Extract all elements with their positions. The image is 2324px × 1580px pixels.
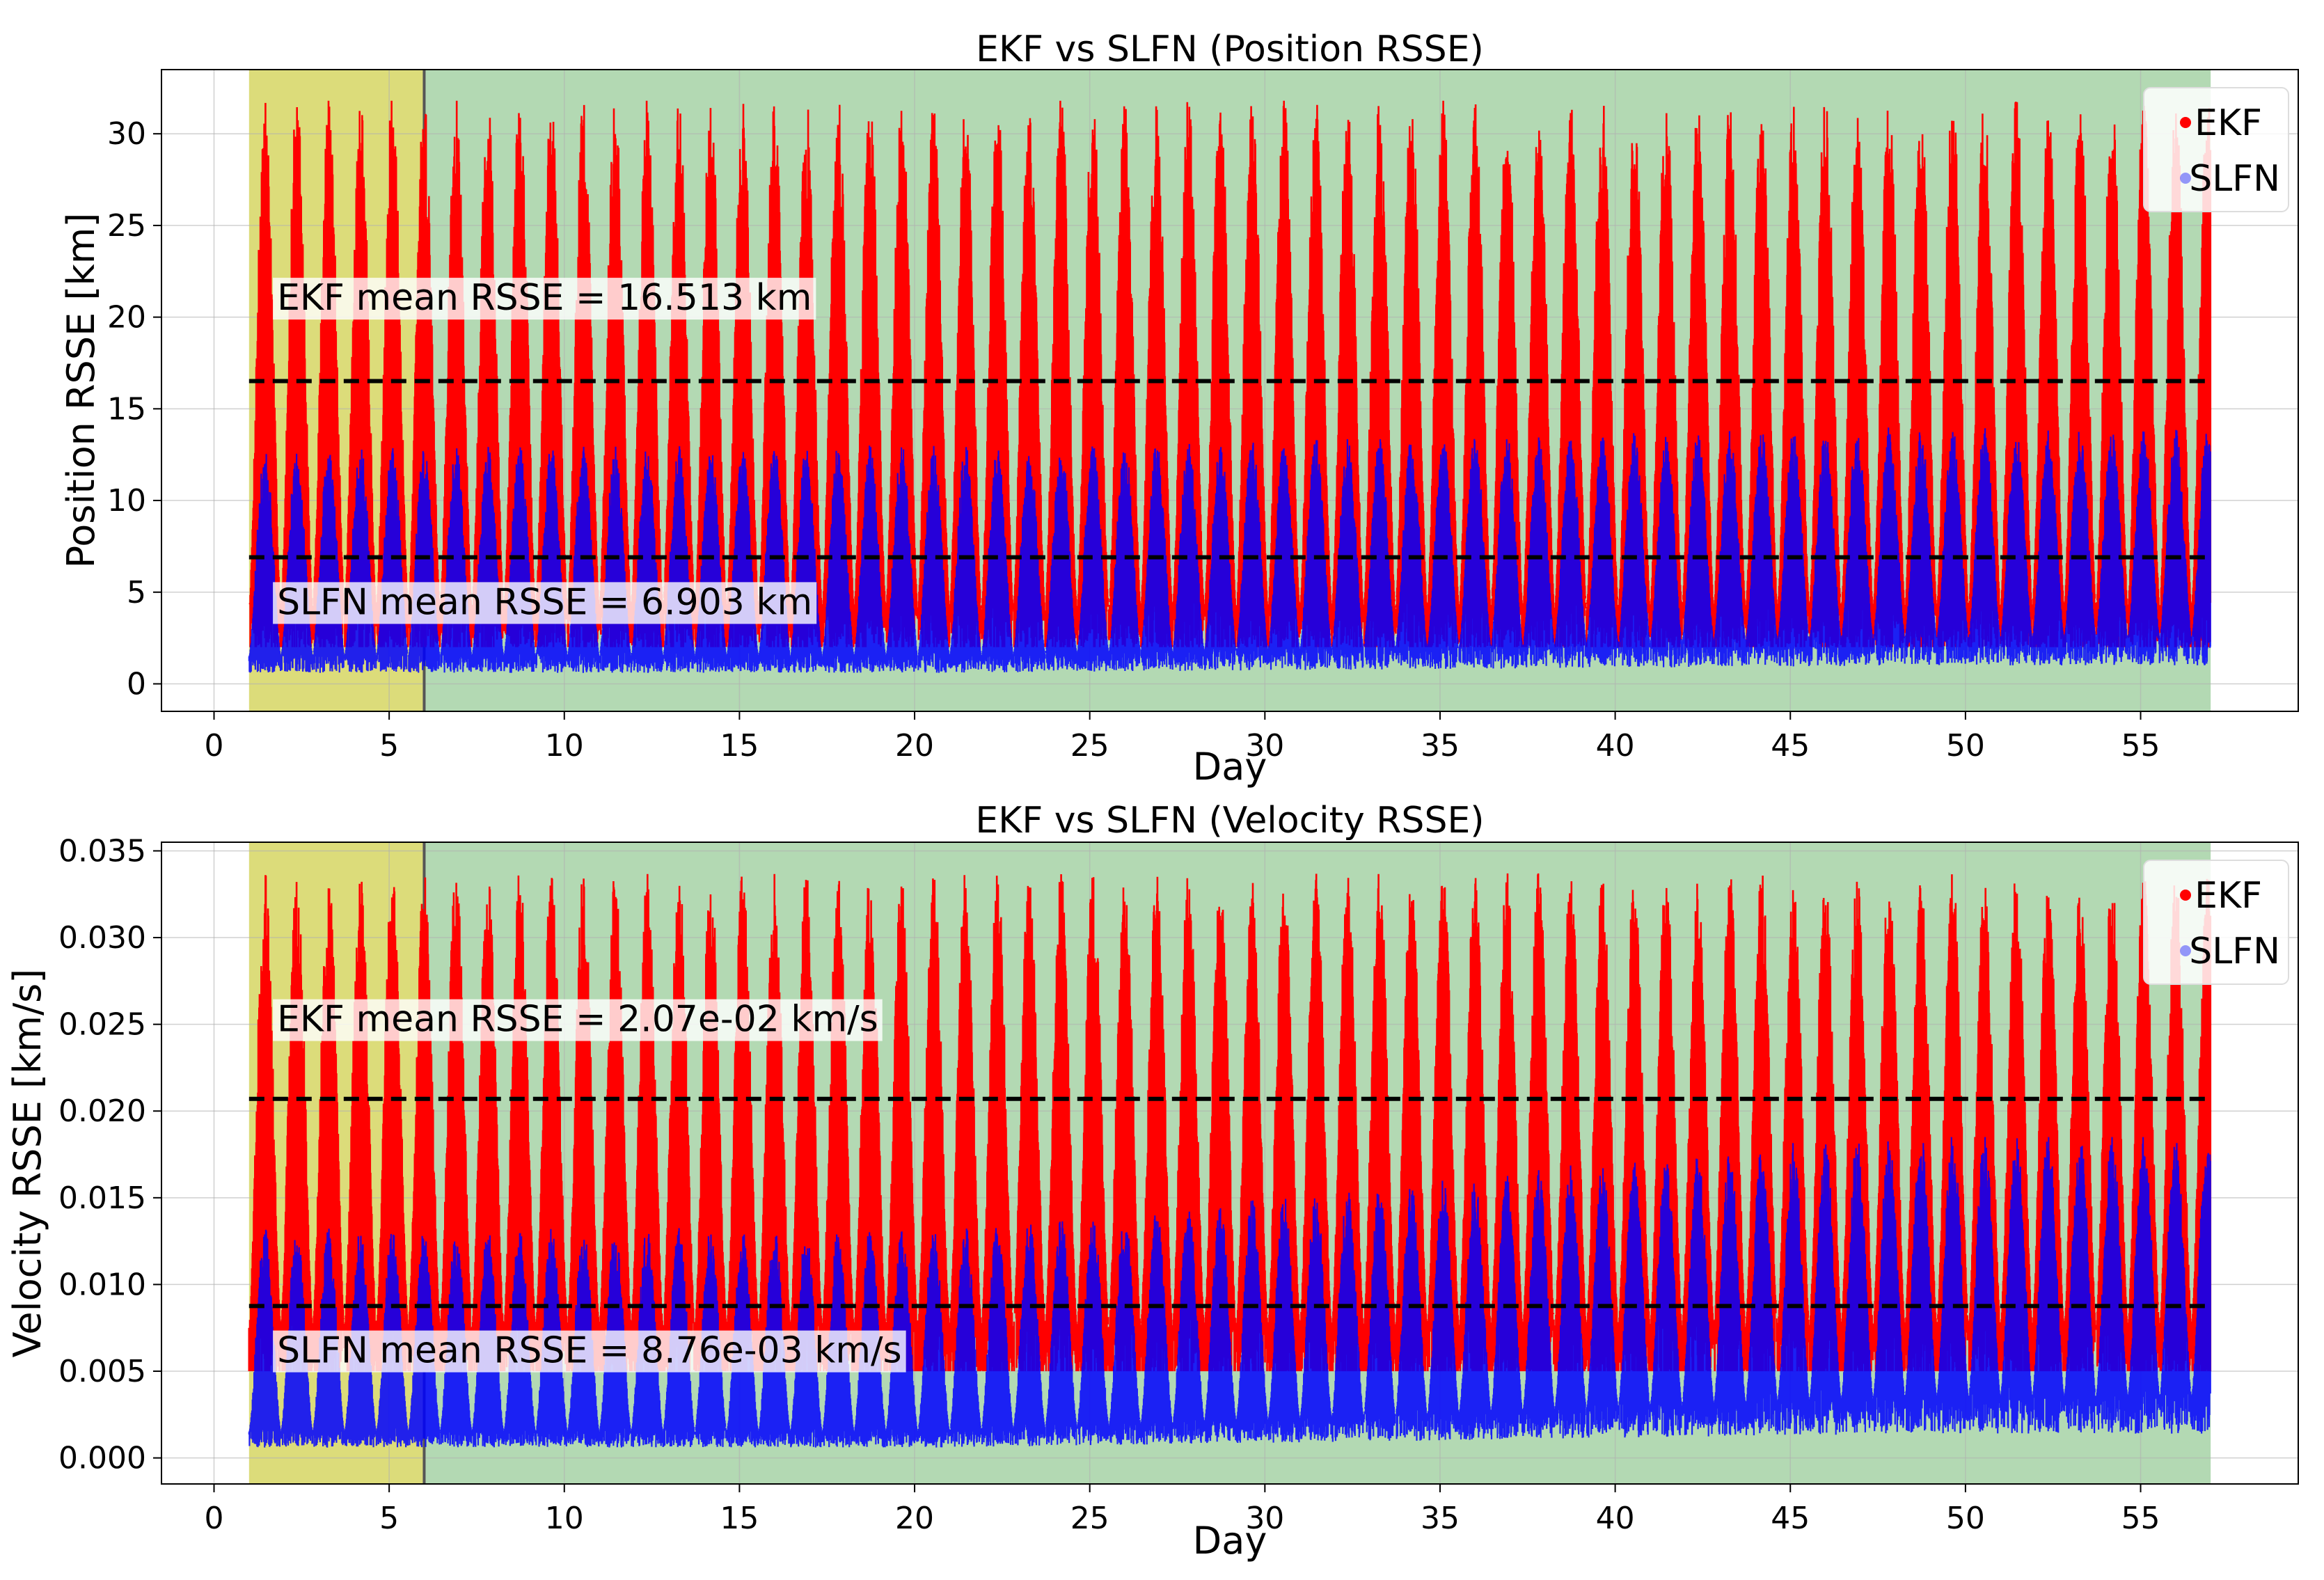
x-tick-label: 35 — [1421, 728, 1460, 764]
ekf-series — [248, 873, 2212, 1371]
y-tick-label: 0.000 — [58, 1441, 146, 1476]
annotation-box — [273, 999, 883, 1041]
annotation-text: EKF mean RSSE = 16.513 km — [277, 277, 812, 319]
y-tick-label: 0.005 — [58, 1354, 146, 1389]
legend-ekf-marker — [2180, 890, 2191, 901]
y-tick-label: 0.035 — [58, 833, 146, 869]
x-tick-label: 25 — [1070, 1501, 1109, 1536]
axes-frame — [161, 842, 2299, 1485]
legend-ekf-label: EKF — [2195, 102, 2262, 144]
x-tick-label: 0 — [204, 728, 223, 764]
x-tick-label: 50 — [1946, 728, 1985, 764]
legend-ekf-label: EKF — [2195, 875, 2262, 917]
x-tick-label: 40 — [1596, 728, 1635, 764]
annotation-box — [273, 278, 816, 320]
position-rsse-chart: EKF mean RSSE = 16.513 km SLFN mean RSSE … — [59, 29, 2299, 789]
y-axis-label: Velocity RSSE [km/s] — [6, 969, 49, 1358]
slfn-mean-annotation: SLFN mean RSSE = 8.76e-03 km/s — [273, 1330, 906, 1373]
velocity-rsse-chart: EKF mean RSSE = 2.07e-02 km/s SLFN mean R… — [6, 800, 2299, 1563]
x-tick-label: 30 — [1245, 728, 1284, 764]
y-tick-label: 5 — [127, 575, 146, 610]
series-group — [248, 100, 2212, 673]
x-tick-label: 35 — [1421, 1501, 1460, 1536]
annotation-box — [273, 1330, 906, 1373]
x-tick-label: 15 — [720, 728, 759, 764]
y-axis-label: Position RSSE [km] — [59, 213, 103, 569]
legend-ekf-marker — [2180, 117, 2191, 128]
x-tick-label: 25 — [1070, 728, 1109, 764]
chart-title: EKF vs SLFN (Velocity RSSE) — [975, 800, 1484, 842]
x-axis-label: Day — [1193, 745, 1267, 789]
x-tick-label: 5 — [379, 728, 399, 764]
x-tick-label: 0 — [204, 1501, 223, 1536]
x-tick-label: 45 — [1771, 728, 1810, 764]
legend-slfn-label: SLFN — [2189, 158, 2280, 200]
x-tick-label: 10 — [545, 1501, 584, 1536]
slfn-mean-annotation: SLFN mean RSSE = 6.903 km — [273, 581, 817, 624]
x-axis-label: Day — [1193, 1519, 1267, 1563]
y-tick-label: 15 — [107, 391, 146, 427]
annotation-box — [273, 582, 817, 624]
x-tick-label: 45 — [1771, 1501, 1810, 1536]
legend-slfn-marker — [2180, 173, 2191, 184]
annotation-text: EKF mean RSSE = 2.07e-02 km/s — [277, 999, 878, 1041]
x-tick-label: 10 — [545, 728, 584, 764]
chart-title: EKF vs SLFN (Position RSSE) — [976, 29, 1484, 70]
legend-slfn-label: SLFN — [2189, 931, 2280, 972]
y-tick-label: 0.025 — [58, 1007, 146, 1043]
y-tick-label: 0.010 — [58, 1267, 146, 1302]
y-tick-label: 0.015 — [58, 1180, 146, 1216]
x-tick-label: 55 — [2121, 728, 2160, 764]
x-tick-label: 30 — [1245, 1501, 1284, 1536]
annotation-text: SLFN mean RSSE = 8.76e-03 km/s — [277, 1330, 902, 1372]
y-tick-label: 20 — [107, 300, 146, 335]
x-tick-label: 15 — [720, 1501, 759, 1536]
y-tick-label: 25 — [107, 208, 146, 244]
axes-frame — [161, 69, 2299, 712]
x-tick-label: 20 — [895, 728, 934, 764]
legend: EKF SLFN — [2143, 87, 2289, 212]
legend-slfn-marker — [2180, 945, 2191, 956]
ekf-mean-annotation: EKF mean RSSE = 2.07e-02 km/s — [273, 999, 883, 1041]
series-group — [248, 873, 2212, 1448]
y-tick-label: 0 — [127, 666, 146, 702]
y-tick-label: 0.030 — [58, 920, 146, 956]
y-tick-label: 0.020 — [58, 1093, 146, 1129]
x-tick-label: 55 — [2121, 1501, 2160, 1536]
x-tick-label: 40 — [1596, 1501, 1635, 1536]
x-tick-label: 50 — [1946, 1501, 1985, 1536]
y-tick-label: 10 — [107, 483, 146, 519]
annotation-text: SLFN mean RSSE = 6.903 km — [277, 581, 812, 623]
legend-box — [2143, 860, 2289, 985]
x-tick-label: 20 — [895, 1501, 934, 1536]
x-tick-label: 5 — [379, 1501, 399, 1536]
legend-box — [2143, 87, 2289, 212]
legend: EKF SLFN — [2143, 860, 2289, 985]
y-tick-label: 30 — [107, 116, 146, 152]
ekf-mean-annotation: EKF mean RSSE = 16.513 km — [273, 277, 816, 320]
